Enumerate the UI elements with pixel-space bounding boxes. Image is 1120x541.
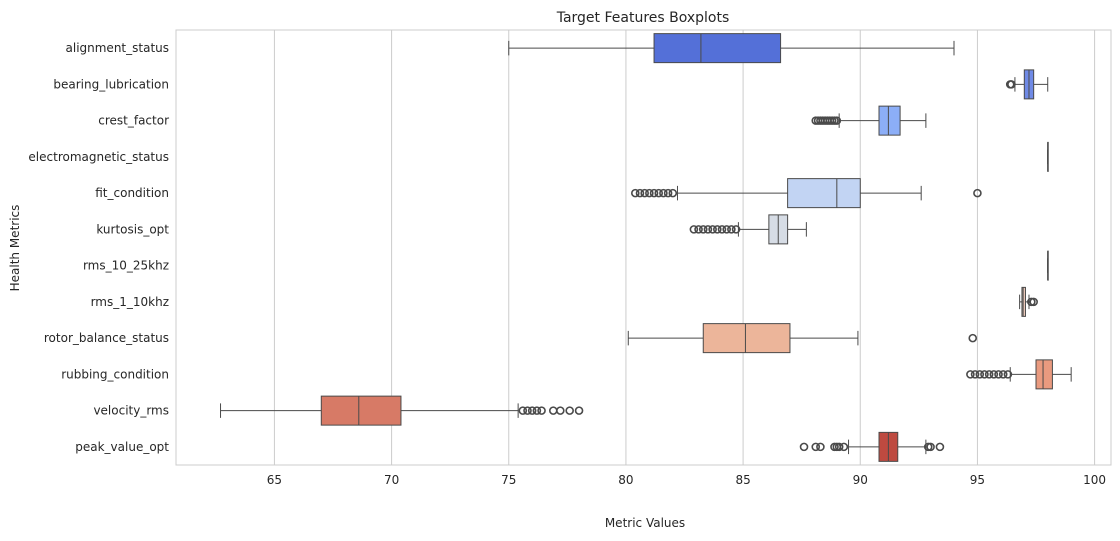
y-tick-label: fit_condition	[95, 186, 169, 200]
box-bearing-lubrication	[1005, 69, 1049, 100]
outlier-point	[799, 442, 809, 452]
y-tick-label: alignment_status	[66, 41, 170, 55]
outlier-point	[998, 370, 1008, 379]
outlier-point	[640, 188, 649, 198]
iqr-box	[702, 323, 791, 354]
iqr-box	[653, 33, 782, 64]
iqr-box	[1035, 359, 1053, 390]
y-tick-labels: alignment_status bearing_lubricationcrest…	[28, 41, 169, 454]
boxes	[220, 33, 1072, 462]
plot-area	[175, 29, 1112, 466]
iqr-box	[878, 105, 901, 136]
x-tick-labels: 65 70 75 80 85 90 95 100	[267, 473, 1106, 487]
outlier-point	[989, 370, 999, 379]
outlier-point	[968, 333, 978, 343]
outlier-point	[523, 406, 532, 415]
iqr-box	[320, 395, 402, 426]
box-velocity-rms	[220, 395, 584, 426]
box-rms-10-25khz	[1047, 250, 1049, 281]
y-tick-label: bearing_lubrication	[53, 77, 169, 91]
outlier-point	[698, 225, 708, 234]
y-tick-label: electromagnetic_status	[28, 150, 169, 164]
chart-title: Target Features Boxplots	[556, 10, 730, 26]
outlier-point	[689, 225, 699, 234]
outlier-point	[984, 370, 994, 379]
outlier-point	[645, 188, 654, 198]
outlier-point	[708, 225, 717, 234]
box-alignment-status	[508, 33, 955, 64]
x-tick-label: 65	[267, 473, 282, 487]
box-peak-value-opt	[799, 431, 945, 462]
outlier-point	[980, 370, 989, 379]
outlier-point	[635, 188, 645, 198]
outlier-point	[834, 442, 844, 452]
x-tick-label: 100	[1083, 473, 1106, 487]
outlier-point	[832, 116, 842, 125]
y-tick-label: rubbing_condition	[61, 367, 169, 381]
x-tick-label: 95	[970, 473, 985, 487]
outlier-point	[970, 370, 980, 379]
outlier-point	[839, 442, 849, 452]
box-electromagnetic-status	[1047, 141, 1049, 172]
x-tick-label: 75	[501, 473, 516, 487]
outlier-point	[518, 406, 528, 415]
y-tick-label: rms_1_10khz	[91, 295, 169, 309]
y-tick-label: kurtosis_opt	[96, 222, 169, 236]
outlier-point	[556, 406, 565, 415]
y-tick-label: velocity_rms	[93, 404, 169, 418]
x-tick-label: 70	[384, 473, 399, 487]
grid-lines	[273, 30, 1096, 465]
outlier-point	[722, 225, 731, 234]
iqr-box	[1021, 286, 1026, 317]
y-tick-label: crest_factor	[98, 114, 169, 128]
outlier-point	[659, 188, 668, 198]
outlier-point	[537, 406, 546, 415]
outlier-point	[668, 188, 678, 198]
box-kurtosis-opt	[689, 214, 807, 245]
outlier-point	[975, 370, 985, 379]
outlier-point	[713, 225, 722, 234]
outlier-point	[816, 442, 825, 452]
outlier-point	[532, 406, 542, 415]
outlier-point	[1003, 370, 1013, 379]
outlier-point	[630, 188, 640, 198]
x-tick-label: 85	[735, 473, 750, 487]
outlier-point	[1029, 297, 1038, 307]
outlier-point	[663, 188, 673, 198]
outlier-point	[649, 188, 659, 198]
outlier-point	[565, 406, 574, 415]
iqr-box	[787, 178, 861, 209]
outlier-point	[1007, 80, 1016, 89]
box-rubbing-condition	[966, 359, 1072, 390]
outlier-point	[527, 406, 537, 415]
outlier-point	[574, 406, 584, 415]
outlier-point	[731, 225, 741, 234]
outlier-point	[966, 370, 975, 379]
outlier-point	[703, 225, 713, 234]
box-fit-condition	[630, 178, 982, 209]
y-tick-label: rotor_balance_status	[44, 331, 169, 345]
y-axis-title: Health Metrics	[8, 205, 22, 292]
box-crest-factor	[811, 105, 927, 136]
outlier-point	[935, 442, 945, 452]
outlier-point	[973, 188, 982, 198]
outlier-point	[811, 442, 821, 452]
outlier-point	[994, 370, 1003, 379]
outlier-point	[717, 225, 727, 234]
outlier-point	[727, 225, 736, 234]
outlier-point	[926, 442, 935, 452]
outlier-point	[694, 225, 703, 234]
box-rms-1-10khz	[1019, 286, 1038, 317]
box-rotor-balance-status	[627, 323, 978, 354]
outlier-point	[654, 188, 664, 198]
x-axis-title: Metric Values	[605, 516, 685, 530]
x-tick-label: 90	[853, 473, 868, 487]
y-tick-label: peak_value_opt	[75, 440, 169, 454]
y-tick-label: rms_10_25khz	[83, 259, 169, 273]
x-tick-label: 80	[618, 473, 633, 487]
